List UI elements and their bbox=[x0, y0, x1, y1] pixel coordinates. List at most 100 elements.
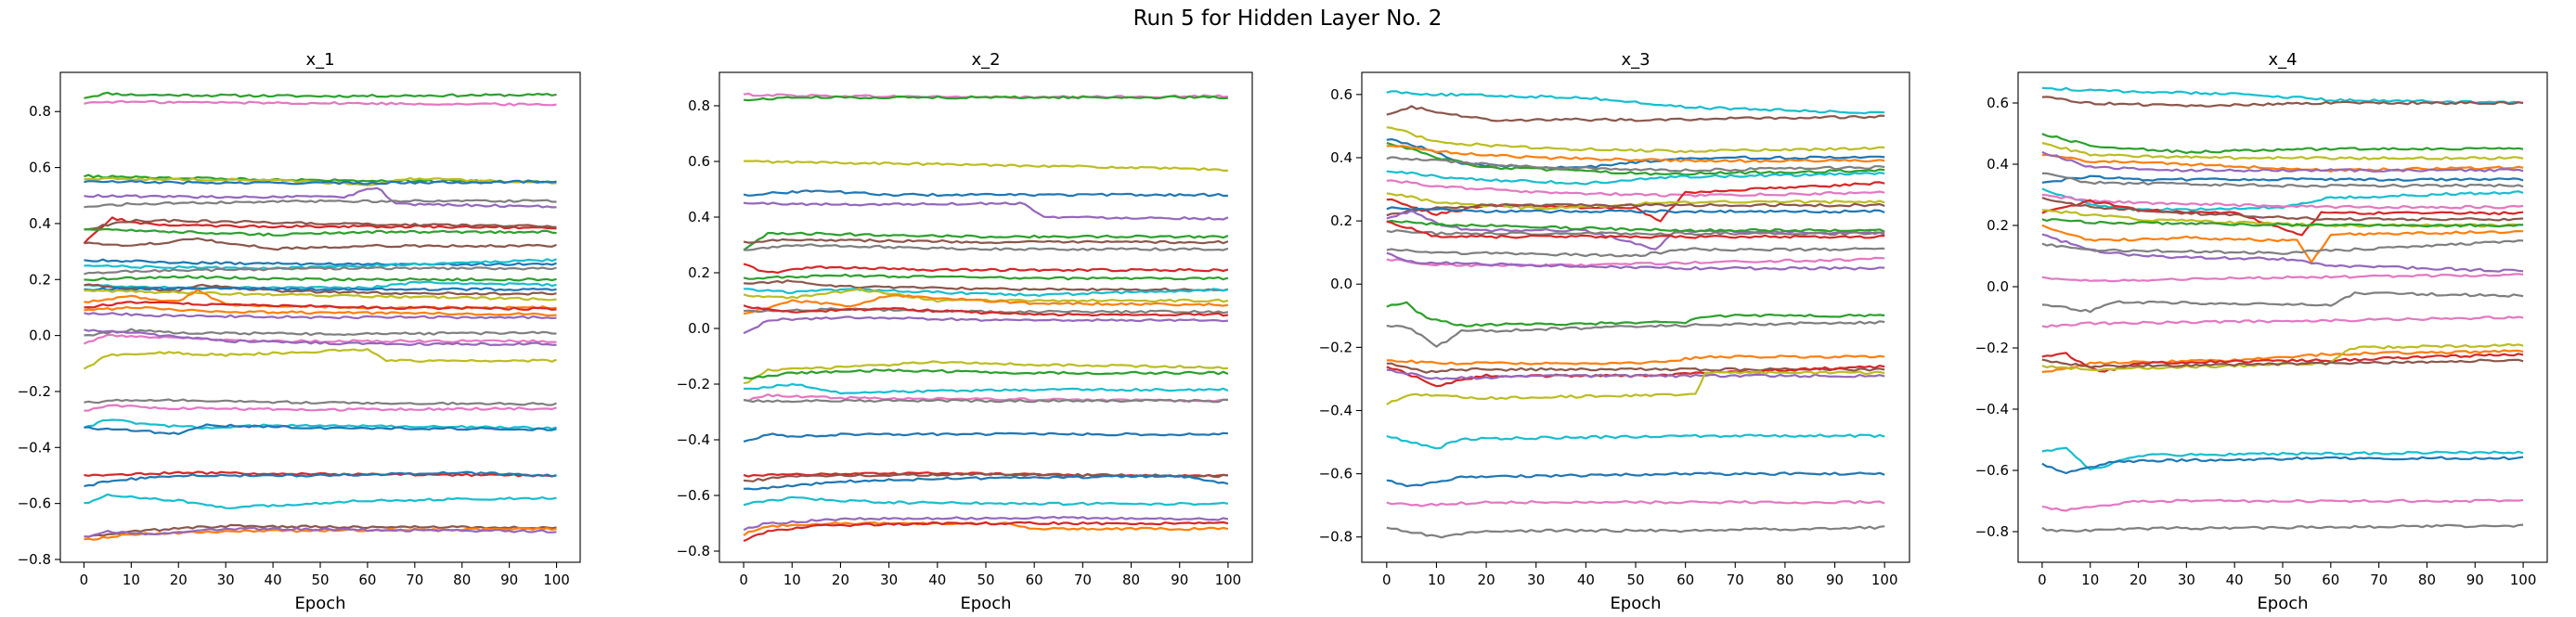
x-tick-label: 70 bbox=[2370, 572, 2388, 588]
series-line bbox=[1386, 354, 1885, 366]
y-tick-label: 0.4 bbox=[29, 215, 51, 232]
y-tick-label: −0.2 bbox=[677, 376, 710, 392]
y-tick-label: 0.2 bbox=[29, 271, 51, 288]
series-line bbox=[1386, 105, 1885, 122]
x-tick-label: 10 bbox=[2081, 572, 2099, 588]
series-line bbox=[743, 521, 1229, 543]
series-line bbox=[2041, 273, 2524, 283]
y-tick-label: −0.2 bbox=[1319, 339, 1353, 355]
y-tick-label: 0.2 bbox=[1987, 217, 2009, 234]
series-line bbox=[2041, 224, 2524, 264]
y-tick-label: −0.6 bbox=[18, 495, 51, 512]
y-tick-label: −0.4 bbox=[1975, 401, 2009, 418]
series-line bbox=[84, 398, 557, 406]
series-line bbox=[744, 382, 1229, 395]
subplot-1: 0 10 20 30 40 50 60 70 80 90 100 −0.8 −0.6 −0.4 −0.2 0.… bbox=[18, 50, 581, 613]
subplots: 0 10 20 30 40 50 60 70 80 90 100−0.8−0.6−0.4−0.20.… bbox=[18, 50, 2548, 613]
series-line bbox=[2041, 150, 2524, 173]
y-tick-label: −0.8 bbox=[18, 551, 51, 568]
y-tick-label: −0.2 bbox=[1975, 340, 2009, 356]
series-line bbox=[1386, 247, 1885, 258]
series-line bbox=[743, 238, 1229, 245]
y-tick-label: −0.4 bbox=[18, 439, 51, 456]
series-line bbox=[2041, 141, 2524, 161]
x-tick-label: 50 bbox=[311, 572, 329, 588]
y-tick-label: 0.8 bbox=[29, 103, 51, 120]
series-line bbox=[84, 186, 557, 209]
x-tick-label: 10 bbox=[1428, 572, 1445, 588]
y-tick-label: −0.4 bbox=[677, 431, 710, 448]
series-line bbox=[84, 218, 557, 231]
series-line bbox=[2041, 199, 2524, 237]
series-line bbox=[84, 275, 557, 282]
y-tick-label: −0.8 bbox=[677, 543, 710, 559]
x-tick-label: 30 bbox=[1527, 572, 1545, 588]
series-line bbox=[1386, 320, 1885, 348]
x-tick-label: 80 bbox=[2418, 572, 2436, 588]
x-tick-label: 90 bbox=[500, 572, 518, 588]
x-tick-label: 0 bbox=[2038, 572, 2047, 588]
series-line bbox=[1386, 471, 1885, 488]
series-line bbox=[1386, 126, 1885, 154]
x-tick-label: 50 bbox=[977, 572, 994, 588]
series-line bbox=[84, 266, 557, 276]
series-line bbox=[1386, 251, 1885, 271]
series-line bbox=[2041, 197, 2524, 222]
series-line bbox=[2041, 446, 2524, 471]
series-line bbox=[2041, 193, 2524, 210]
series-line bbox=[743, 315, 1229, 335]
series-line bbox=[84, 523, 557, 538]
series-line bbox=[84, 289, 557, 302]
x-tick-label: 40 bbox=[2226, 572, 2244, 588]
series-line bbox=[743, 294, 1229, 315]
y-tick-label: 0.6 bbox=[1330, 86, 1353, 103]
series-line bbox=[84, 470, 557, 478]
y-tick-label: 0.6 bbox=[688, 153, 710, 170]
series-line bbox=[744, 474, 1229, 491]
series-line bbox=[1386, 368, 1885, 380]
x-tick-label: 10 bbox=[783, 572, 801, 588]
series-line bbox=[2041, 218, 2524, 228]
x-tick-label: 20 bbox=[170, 572, 188, 588]
series-line bbox=[743, 273, 1229, 281]
series-line bbox=[84, 199, 557, 209]
y-tick-label: 0.6 bbox=[29, 160, 51, 176]
x-tick-label: 30 bbox=[880, 572, 898, 588]
series-line bbox=[2041, 86, 2524, 105]
series-line bbox=[1386, 142, 1885, 176]
y-tick-label: −0.6 bbox=[1975, 462, 2009, 479]
series-line bbox=[1386, 179, 1885, 198]
series-line bbox=[2041, 498, 2524, 512]
series-line bbox=[1386, 156, 1885, 173]
series-group bbox=[2041, 86, 2524, 533]
series-line bbox=[2041, 523, 2524, 533]
x-axis-label: Epoch bbox=[1610, 594, 1661, 613]
series-line bbox=[744, 243, 1229, 251]
series-line bbox=[84, 99, 557, 107]
series-line bbox=[743, 304, 1229, 317]
series-line bbox=[743, 201, 1229, 221]
subplot-2: 0 10 20 30 40 50 60 70 80 90 100 −0.8 −0.6 −0.4 −0.2 0.… bbox=[677, 50, 1253, 613]
series-line bbox=[84, 526, 557, 538]
series-line bbox=[2041, 96, 2524, 108]
x-tick-label: 30 bbox=[217, 572, 235, 588]
x-tick-label: 50 bbox=[2273, 572, 2291, 588]
y-tick-label: −0.6 bbox=[677, 487, 710, 504]
series-line bbox=[2041, 239, 2524, 255]
series-line bbox=[743, 495, 1229, 507]
series-line bbox=[1386, 370, 1885, 405]
y-tick-label: 0.0 bbox=[1330, 276, 1353, 292]
series-line bbox=[1386, 220, 1885, 239]
y-tick-label: −0.8 bbox=[1319, 529, 1353, 546]
subplot-4: 0 10 20 30 40 50 60 70 80 90 100 −0.8 −0.6 −0.4 −0.2 0.… bbox=[1975, 50, 2548, 613]
x-axis-label: Epoch bbox=[294, 594, 345, 613]
subplot-title: x_1 bbox=[305, 50, 334, 70]
x-tick-label: 0 bbox=[80, 572, 89, 588]
series-line bbox=[744, 288, 1229, 297]
series-line bbox=[743, 263, 1229, 274]
x-tick-label: 30 bbox=[2178, 572, 2195, 588]
series-line bbox=[2041, 233, 2524, 273]
x-tick-label: 0 bbox=[739, 572, 748, 588]
series-line bbox=[2041, 315, 2524, 328]
